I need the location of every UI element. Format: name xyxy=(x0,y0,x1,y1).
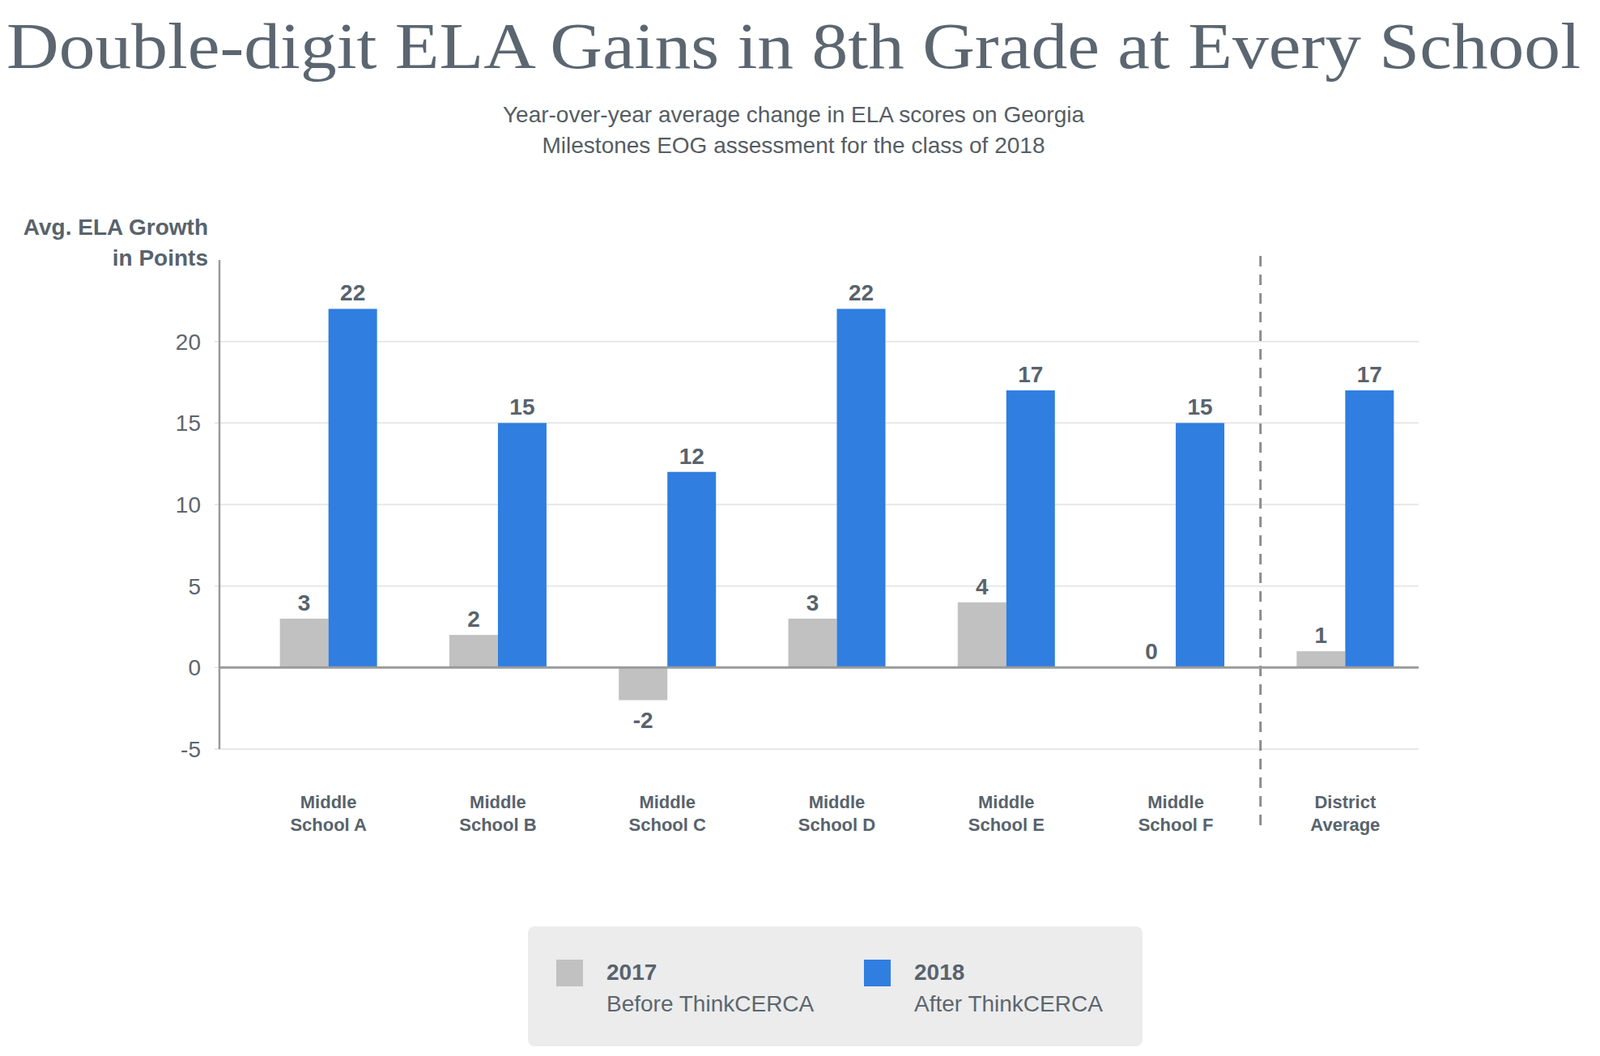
data-label: 22 xyxy=(848,280,874,306)
grid-line xyxy=(219,667,1419,669)
tick-label: 10 xyxy=(175,492,201,518)
category-line: District xyxy=(1314,791,1376,813)
bar xyxy=(497,422,547,668)
grid-line xyxy=(219,422,1419,425)
data-label: 3 xyxy=(806,590,820,616)
data-label: 22 xyxy=(340,280,366,306)
legend-description: After ThinkCERCA xyxy=(914,991,1103,1017)
tick-label: 5 xyxy=(187,574,201,600)
data-label: 4 xyxy=(975,574,989,600)
legend-box xyxy=(527,926,1143,1047)
data-label: 2 xyxy=(467,606,481,632)
data-label: 15 xyxy=(509,394,535,420)
category-label: MiddleSchool E xyxy=(968,791,1045,835)
title: Double-digit ELA Gains in 8th Grade at E… xyxy=(6,10,1581,82)
category-line: Middle xyxy=(808,791,866,813)
data-label: 15 xyxy=(1187,394,1213,420)
category-label: MiddleSchool A xyxy=(289,791,367,835)
tick-label: 0 xyxy=(187,655,201,681)
subtitle: Milestones EOG assessment for the class … xyxy=(542,132,1046,158)
category-label: MiddleSchool D xyxy=(798,791,876,835)
zero-line xyxy=(219,666,1419,669)
chart-root: Double-digit ELA Gains in 8th Grade at E… xyxy=(0,0,1600,1056)
category-line: Middle xyxy=(1147,791,1205,813)
bar xyxy=(1175,422,1225,668)
category-line: School C xyxy=(629,814,707,835)
legend-description: Before ThinkCERCA xyxy=(606,991,815,1017)
bar xyxy=(280,618,329,668)
category-line: Middle xyxy=(638,791,696,813)
bar xyxy=(1006,390,1056,668)
data-label: 12 xyxy=(679,443,705,469)
legend-label: 2018 xyxy=(914,959,965,985)
category-line: Middle xyxy=(469,791,527,813)
bar xyxy=(1344,390,1394,668)
category-line: School D xyxy=(798,814,876,835)
grid-line xyxy=(219,503,1419,506)
legend-label: 2017 xyxy=(606,959,657,985)
category-label: MiddleSchool F xyxy=(1138,791,1214,835)
bar xyxy=(667,472,716,669)
category-line: School A xyxy=(289,814,367,835)
data-label: 0 xyxy=(1144,638,1158,664)
separator xyxy=(1259,255,1262,828)
category-line: Average xyxy=(1310,814,1380,835)
bar xyxy=(1296,651,1345,668)
category-line: Middle xyxy=(978,791,1035,813)
y-axis xyxy=(218,259,222,749)
category-label: MiddleSchool C xyxy=(629,791,707,835)
grid-line xyxy=(219,585,1419,588)
y-axis-label: Avg. ELA Growth xyxy=(23,214,209,240)
data-label: -2 xyxy=(633,707,654,733)
subtitle: Year-over-year average change in ELA sco… xyxy=(502,102,1085,128)
legend-swatch xyxy=(863,959,891,987)
category-line: School E xyxy=(968,814,1045,835)
tick-label: 15 xyxy=(175,410,201,436)
bar xyxy=(328,308,378,668)
category-label: DistrictAverage xyxy=(1310,791,1380,835)
data-label: 17 xyxy=(1017,361,1043,388)
data-label: 17 xyxy=(1357,361,1383,388)
category-line: Middle xyxy=(300,791,358,813)
category-line: School B xyxy=(459,814,537,835)
grid-line xyxy=(219,748,1419,750)
category-label: MiddleSchool B xyxy=(459,791,537,835)
category-line: School F xyxy=(1138,814,1214,835)
data-label: 1 xyxy=(1314,622,1328,648)
data-label: 3 xyxy=(297,590,311,616)
bars xyxy=(280,308,1395,700)
chart: Double-digit ELA Gains in 8th Grade at E… xyxy=(0,0,1600,1056)
legend-swatch xyxy=(556,959,583,987)
bar xyxy=(618,667,668,700)
tick-label: 20 xyxy=(175,329,201,355)
y-axis-label: in Points xyxy=(112,245,209,271)
bar xyxy=(957,602,1007,669)
bar xyxy=(837,308,886,668)
bar xyxy=(788,618,838,668)
grid-line xyxy=(219,340,1419,343)
bar xyxy=(449,634,498,668)
tick-label: -5 xyxy=(180,736,201,762)
